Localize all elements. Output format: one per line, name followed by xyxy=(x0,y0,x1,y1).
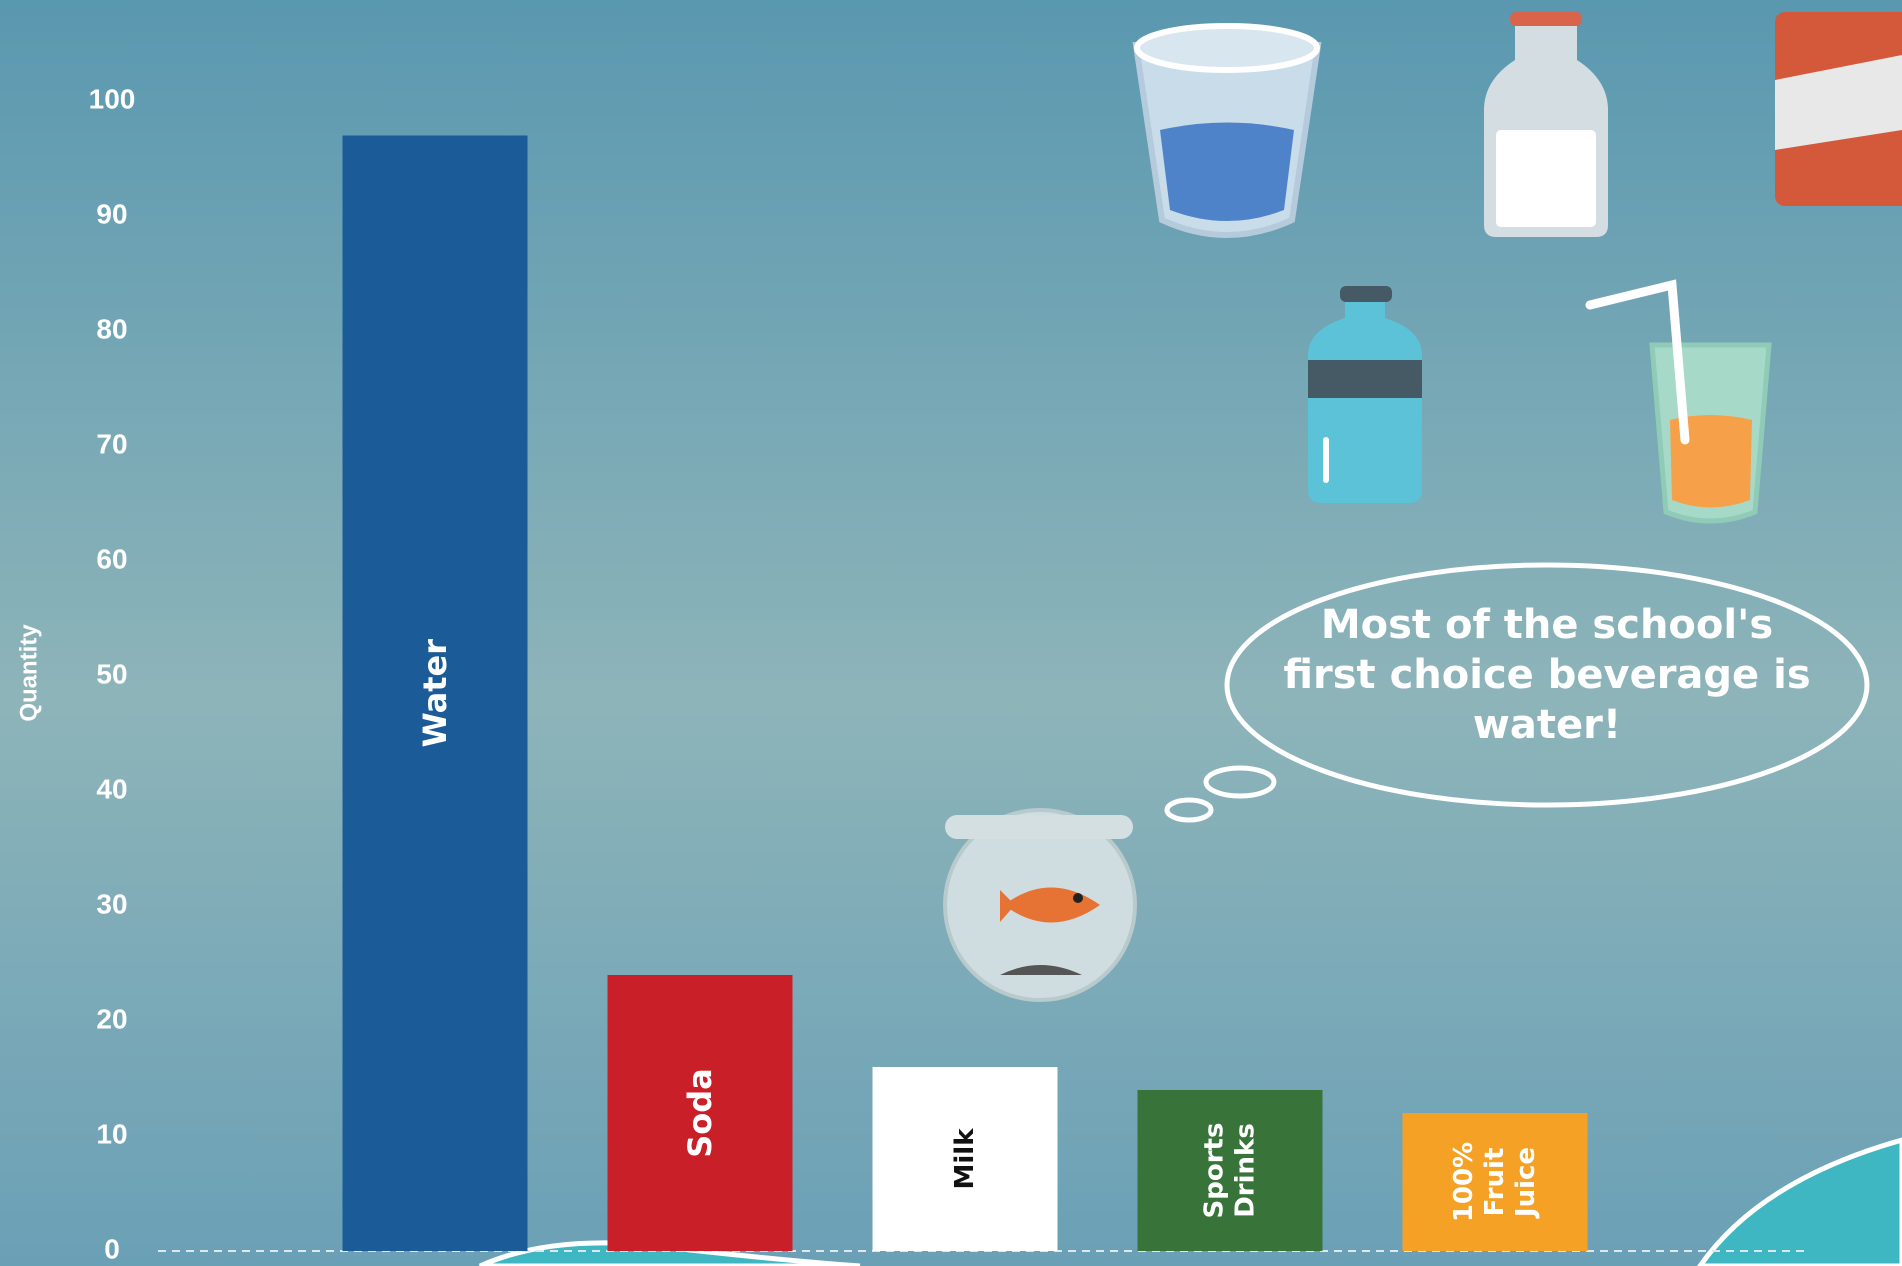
y-tick-label: 40 xyxy=(96,773,127,804)
y-tick-label: 60 xyxy=(96,543,127,574)
y-axis-label: Quantity xyxy=(15,624,42,722)
y-tick-label: 10 xyxy=(96,1118,127,1149)
y-tick-label: 80 xyxy=(96,313,127,344)
bar-label-box: 100% Fruit Juice xyxy=(1403,1113,1588,1251)
y-tick-label: 0 xyxy=(104,1233,120,1264)
soda-can-icon xyxy=(1775,12,1902,206)
juice-glass-icon xyxy=(1585,279,1772,524)
bar xyxy=(607,975,793,1251)
bar-label: 100% Fruit Juice xyxy=(1448,1141,1541,1223)
annotation: Most of the school's first choice bevera… xyxy=(1283,602,1811,748)
bar-label: Water xyxy=(415,638,454,748)
y-tick-label: 50 xyxy=(96,658,127,689)
y-tick-label: 30 xyxy=(96,888,127,919)
bar-label-box: Sports Drinks xyxy=(1138,1090,1323,1251)
thought-bubble xyxy=(1164,562,1870,823)
bar-label-wrap: 100% Fruit Juice xyxy=(1403,1113,1588,1251)
y-tick-label: 100 xyxy=(89,83,136,114)
milk-bottle-icon xyxy=(1484,12,1608,237)
annotation-box: Most of the school's first choice bevera… xyxy=(1283,602,1811,748)
y-tick-label: 70 xyxy=(96,428,127,459)
bar-label-box: Soda xyxy=(608,975,793,1251)
bar-label: Milk xyxy=(949,1128,980,1190)
bar-label: Soda xyxy=(680,1068,719,1158)
bar-label: Sports Drinks xyxy=(1199,1122,1260,1219)
bar xyxy=(872,1067,1058,1251)
bar-label-box: Water xyxy=(343,136,528,1252)
sports-bottle-icon xyxy=(1308,286,1422,503)
fishbowl-icon xyxy=(943,808,1137,1002)
bar-label-wrap: Sports Drinks xyxy=(1138,1090,1323,1251)
bar xyxy=(342,135,528,1251)
y-tick-label: 20 xyxy=(96,1003,127,1034)
bar xyxy=(1137,1090,1323,1251)
bar-label-wrap: Soda xyxy=(608,975,793,1251)
bar-label-wrap: Water xyxy=(343,136,528,1252)
water-glass-icon xyxy=(1132,23,1322,238)
bar-label-box: Milk xyxy=(873,1067,1058,1251)
bar xyxy=(1402,1113,1588,1251)
y-tick-label: 90 xyxy=(96,198,127,229)
bar-label-wrap: Milk xyxy=(873,1067,1058,1251)
